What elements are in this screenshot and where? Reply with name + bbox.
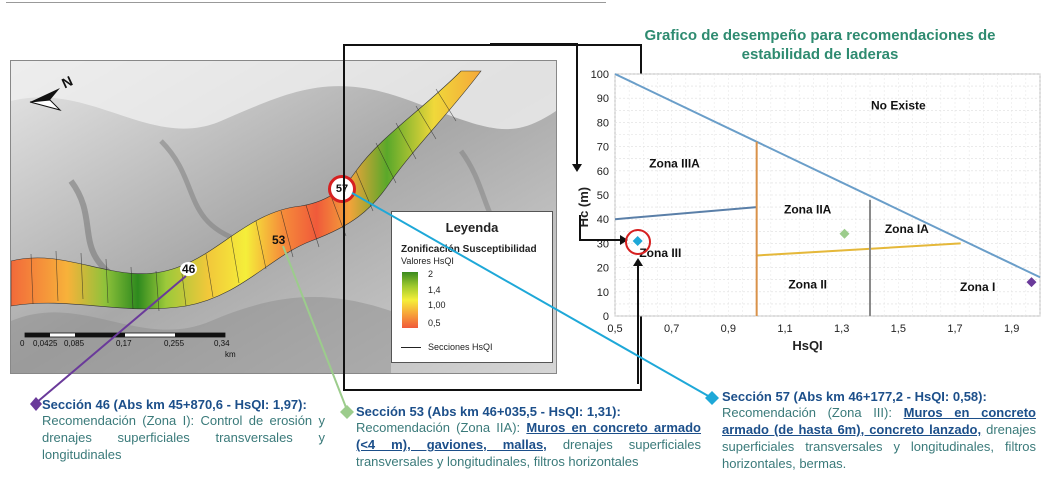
y-tick-label: 50 — [597, 190, 609, 202]
section-53-text: Recomendación (Zona IIA): Muros en concr… — [356, 419, 701, 470]
zone-label: Zona IIIA — [649, 157, 700, 171]
x-tick-label: 0,9 — [721, 323, 736, 335]
y-tick-label: 100 — [591, 69, 609, 81]
boundary-line — [756, 242, 961, 257]
connector-frame-to-chart — [490, 43, 578, 168]
section-53-rest: drenajes superficiales transversales y l… — [356, 437, 701, 469]
section-57-rest: drenajes superficiales transversales y l… — [722, 422, 1036, 471]
pointer-line-57 — [351, 192, 711, 398]
section-53-title: Sección 53 (Abs km 46+035,5 - HsQI: 1,31… — [356, 404, 621, 419]
pointer-line-46 — [35, 275, 187, 404]
y-axis-label: Hc (m) — [576, 187, 591, 227]
scale-unit: km — [225, 350, 236, 359]
boundary-line — [614, 206, 757, 221]
section-46-text: Recomendación (Zona I): Control de erosi… — [42, 413, 325, 462]
pointer-diamond-53 — [340, 405, 354, 419]
point-highlight-circle — [625, 229, 651, 255]
legend-subtitle: Zonificación Susceptibilidad — [401, 244, 537, 255]
section-53-lead: Recomendación (Zona IIA): — [356, 420, 527, 435]
section-57-title: Sección 57 (Abs km 46+177,2 - HsQI: 0,58… — [722, 389, 987, 404]
legend-title: Leyenda — [445, 220, 499, 235]
y-tick-label: 40 — [597, 214, 609, 226]
zone-label: Zona IA — [885, 222, 929, 236]
pointer-line-53 — [282, 245, 348, 411]
x-tick-label: 0,5 — [607, 323, 622, 335]
section-46-title: Sección 46 (Abs km 45+870,6 - HsQI: 1,97… — [42, 397, 307, 412]
x-axis-label: HsQI — [792, 338, 822, 353]
scale-label-3: 0,17 — [116, 339, 132, 348]
scale-label-2: 0,085 — [64, 339, 85, 348]
zone-label: Zona I — [960, 280, 995, 294]
y-tick-label: 90 — [597, 93, 609, 105]
data-point — [1026, 277, 1037, 288]
section-marker-46[interactable]: 46 — [180, 262, 198, 276]
y-tick-label: 10 — [597, 287, 609, 299]
pointer-diamond-57 — [705, 391, 719, 405]
scale-label-0: 0 — [20, 339, 25, 348]
legend-color-ramp — [402, 272, 418, 328]
scale-label-4: 0,255 — [164, 339, 185, 348]
pointer-diamond-46 — [30, 397, 42, 411]
scale-label-1: 0,0425 — [33, 339, 58, 348]
x-tick-label: 1,9 — [1004, 323, 1019, 335]
map-terrain — [11, 61, 556, 373]
north-arrow-icon — [29, 88, 62, 111]
section-marker-53[interactable]: 53 — [272, 233, 286, 247]
legend-value-mid: 1,00 — [428, 300, 446, 310]
section-46-block: Sección 46 (Abs km 45+870,6 - HsQI: 1,97… — [42, 397, 325, 463]
scale-label-5: 0,34 — [214, 339, 230, 348]
legend-value-max: 2 — [428, 269, 434, 279]
susceptibility-map — [10, 60, 557, 374]
connector-arrowhead-down — [572, 164, 582, 172]
y-tick-label: 0 — [603, 311, 609, 323]
scale-bar — [24, 332, 226, 338]
section-53-emphasis: Muros en concreto armado (<4 m), gavione… — [356, 420, 702, 452]
x-tick-label: 1,3 — [834, 323, 849, 335]
top-divider — [6, 2, 606, 3]
zone-label: Zona IIA — [784, 203, 832, 217]
boundary-line — [614, 73, 1041, 279]
y-tick-label: 20 — [597, 263, 609, 275]
y-tick-label: 30 — [597, 238, 609, 250]
section-marker-57-label: 57 — [335, 183, 349, 195]
legend-line-label: Secciones HsQI — [428, 342, 493, 352]
performance-chart: 0 10 20 30 40 50 60 70 80 90 100 0,5 0,7 0,9 1,1 1,3 1,5… — [576, 69, 1041, 353]
zone-label: No Existe — [871, 98, 926, 112]
map-legend: Leyenda Zonificación Susceptibilidad Val… — [391, 211, 553, 363]
data-point — [632, 235, 643, 246]
connector-frame-to-point — [579, 215, 623, 241]
section-marker-57[interactable]: 57 — [328, 175, 356, 203]
legend-value-mid-high: 1,4 — [428, 285, 441, 295]
section-57-block: Sección 57 (Abs km 46+177,2 - HsQI: 0,58… — [722, 389, 1036, 472]
connector-arrowhead-right — [620, 235, 628, 245]
x-tick-label: 1,1 — [777, 323, 792, 335]
legend-value-min: 0,5 — [428, 318, 441, 328]
legend-line-swatch — [401, 347, 421, 348]
section-57-emphasis: Muros en concreto armado (de hasta 6m), … — [722, 405, 1036, 437]
north-arrow — [26, 78, 76, 114]
x-tick-label: 1,5 — [891, 323, 906, 335]
legend-values-label: Valores HsQI — [401, 256, 454, 266]
data-point — [839, 228, 850, 239]
y-tick-label: 70 — [597, 142, 609, 154]
section-53-block: Sección 53 (Abs km 46+035,5 - HsQI: 1,31… — [356, 404, 701, 470]
connector-arrowhead-up — [633, 258, 643, 266]
chart-title: Grafico de desempeño para recomendacione… — [644, 27, 996, 63]
section-57-lead: Recomendación (Zona III): — [722, 405, 904, 420]
x-tick-label: 1,7 — [947, 323, 962, 335]
y-tick-label: 60 — [597, 166, 609, 178]
y-tick-label: 80 — [597, 117, 609, 129]
section-57-text: Recomendación (Zona III): Muros en concr… — [722, 404, 1036, 472]
zone-label: Zona III — [639, 246, 681, 260]
x-tick-label: 0,7 — [664, 323, 679, 335]
zone-label: Zona II — [788, 278, 827, 292]
